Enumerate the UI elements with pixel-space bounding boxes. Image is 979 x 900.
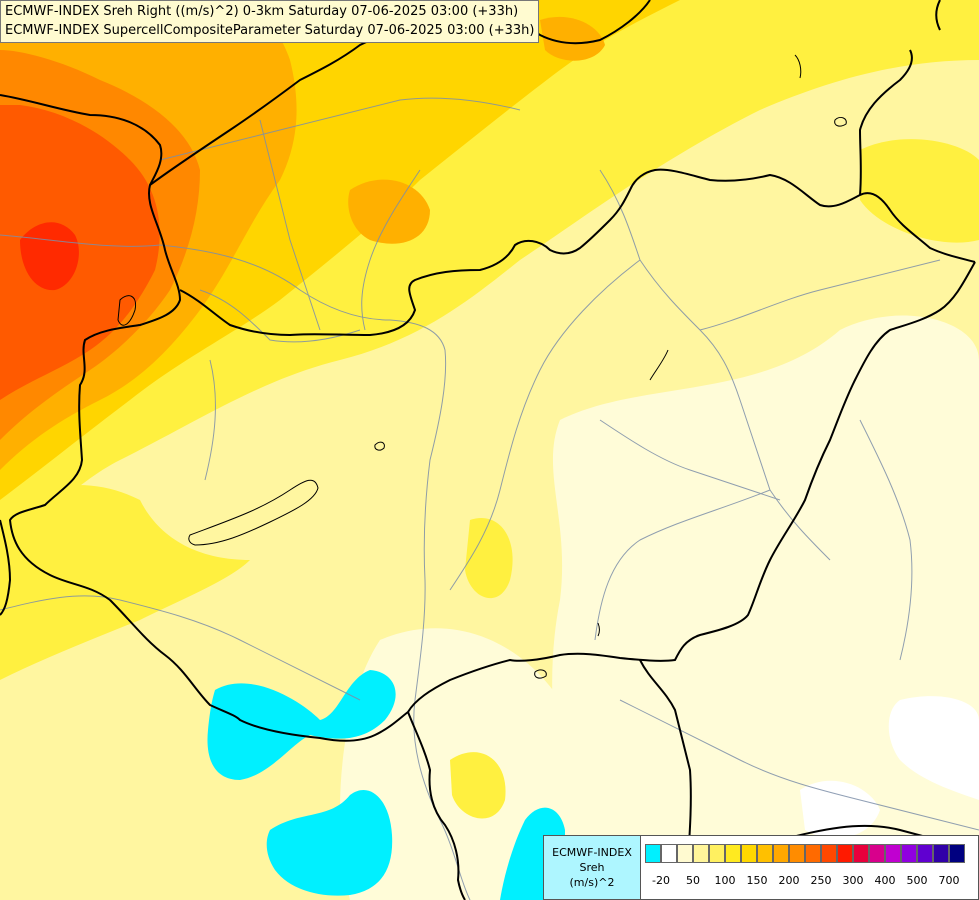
yellow-band-west: [0, 485, 250, 680]
legend-tick-label: 300: [842, 874, 864, 887]
legend-line-3: (m/s)^2: [569, 876, 615, 889]
legend-line-1: ECMWF-INDEX: [552, 846, 632, 859]
small-outlines: [374, 54, 847, 679]
title-line-2: ECMWF-INDEX SupercellCompositeParameter …: [5, 23, 535, 38]
legend-tick-label: 200: [778, 874, 800, 887]
title-line-1: ECMWF-INDEX Sreh Right ((m/s)^2) 0-3km S…: [5, 4, 519, 19]
legend-swatch: [949, 844, 965, 863]
yellow-patch-east: [860, 139, 979, 243]
yellow-patch-center: [465, 518, 513, 599]
legend-tick-label: 500: [906, 874, 928, 887]
legend-swatch: [885, 844, 901, 863]
legend-swatch: [773, 844, 789, 863]
legend-swatch: [709, 844, 725, 863]
legend-tick-label: 700: [938, 874, 960, 887]
legend-swatch: [853, 844, 869, 863]
legend-tick-label: 100: [714, 874, 736, 887]
legend-swatch: [821, 844, 837, 863]
legend-swatches: [645, 844, 965, 863]
lake-small: [117, 295, 137, 326]
legend-line-2: Sreh: [579, 861, 605, 874]
orange-patch-ne: [540, 16, 605, 61]
legend-tick-label: -20: [652, 874, 670, 887]
cyan-patch-2: [266, 789, 393, 896]
legend-tick-label: 400: [874, 874, 896, 887]
white-patch-s: [800, 780, 880, 839]
legend-swatch: [805, 844, 821, 863]
legend-swatch: [693, 844, 709, 863]
white-patch-se: [888, 696, 979, 800]
legend-swatch: [645, 844, 661, 863]
legend-swatch: [789, 844, 805, 863]
orange-patch-north: [348, 179, 430, 244]
legend-swatch: [901, 844, 917, 863]
map-title-box: ECMWF-INDEX Sreh Right ((m/s)^2) 0-3km S…: [0, 0, 540, 43]
legend-swatch: [661, 844, 677, 863]
legend-tick-label: 50: [686, 874, 700, 887]
lake: [188, 479, 319, 546]
legend-label: ECMWF-INDEX Sreh (m/s)^2: [544, 836, 641, 899]
rivers: [0, 97, 979, 900]
color-legend: ECMWF-INDEX Sreh (m/s)^2 -20 50 100 150 200 2…: [543, 835, 979, 900]
legend-tick-label: 250: [810, 874, 832, 887]
legend-swatch: [725, 844, 741, 863]
legend-swatch: [677, 844, 693, 863]
legend-ticks: -20 50 100 150 200 250 300 400 500 700: [645, 874, 975, 890]
red-core: [20, 222, 79, 291]
yellow-patch-south: [450, 752, 506, 819]
legend-swatch: [869, 844, 885, 863]
legend-swatch: [837, 844, 853, 863]
legend-swatch: [757, 844, 773, 863]
legend-swatch: [917, 844, 933, 863]
legend-swatch: [741, 844, 757, 863]
cyan-patch-1: [207, 670, 396, 780]
legend-tick-label: 150: [746, 874, 768, 887]
red-orange-band: [0, 105, 160, 400]
light-field-east: [552, 315, 979, 900]
legend-swatch: [933, 844, 949, 863]
